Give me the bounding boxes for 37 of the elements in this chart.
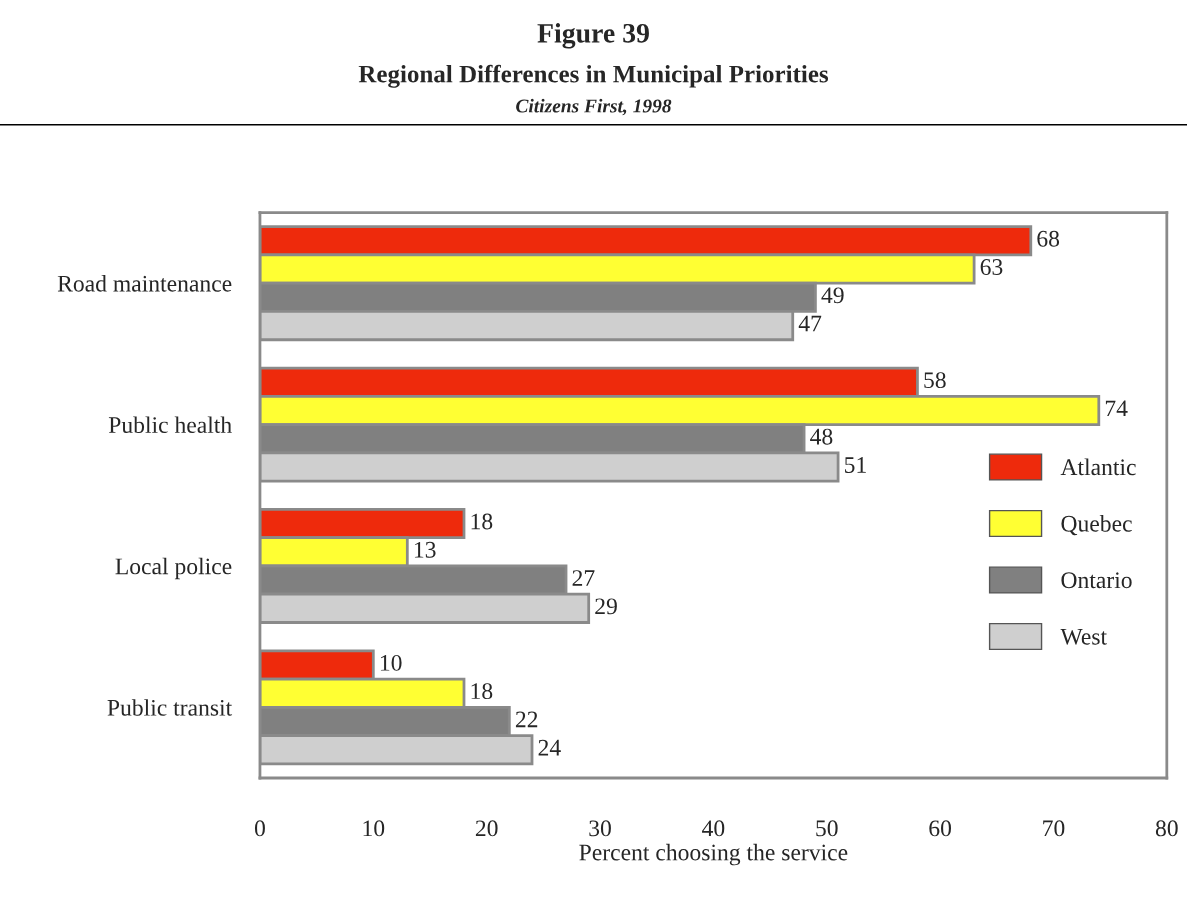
- legend-label: Ontario: [1061, 572, 1132, 589]
- chart-title: Figure 39: [537, 23, 649, 49]
- x-tick-label: 40: [702, 820, 725, 837]
- x-axis-title: Percent choosing the service: [579, 843, 848, 866]
- data-label: 48: [810, 428, 833, 445]
- data-label: 68: [1037, 230, 1060, 247]
- legend-label: Quebec: [1061, 515, 1132, 536]
- x-tick-label: 70: [1043, 820, 1065, 837]
- data-label: 49: [821, 287, 844, 304]
- data-label: 13: [414, 541, 436, 558]
- x-tick-label: 80: [1155, 820, 1178, 837]
- data-label: 24: [538, 739, 561, 756]
- data-label: 22: [515, 711, 538, 728]
- text: Citizens First, 1998: [516, 98, 672, 116]
- data-label: 18: [471, 513, 493, 530]
- y-tick-label: Public health: [108, 416, 232, 433]
- x-tick-label: 20: [475, 820, 498, 837]
- data-label: 47: [798, 315, 822, 332]
- data-label: 29: [595, 598, 617, 615]
- x-tick-label: 60: [929, 820, 952, 837]
- y-tick-label: Public transit: [107, 699, 233, 716]
- data-label: 58: [924, 372, 946, 389]
- data-label: 51: [845, 457, 866, 473]
- y-tick-label: Road maintenance: [57, 275, 232, 292]
- data-label: 63: [980, 259, 1003, 275]
- chart-subtitle: Regional Differences in Municipal Priorities: [358, 64, 829, 88]
- legend-label: West: [1060, 628, 1107, 645]
- data-label: 10: [380, 654, 402, 671]
- x-tick-label: 50: [816, 820, 838, 837]
- y-tick-label: Local police: [115, 557, 232, 580]
- data-label: 27: [572, 570, 595, 586]
- legend-label: Atlantic: [1060, 458, 1136, 476]
- x-tick-label: 10: [363, 820, 385, 837]
- x-tick-label: 30: [589, 820, 611, 837]
- x-tick-label: 0: [254, 820, 265, 837]
- data-label: 18: [471, 683, 493, 700]
- data-label: 74: [1105, 400, 1128, 417]
